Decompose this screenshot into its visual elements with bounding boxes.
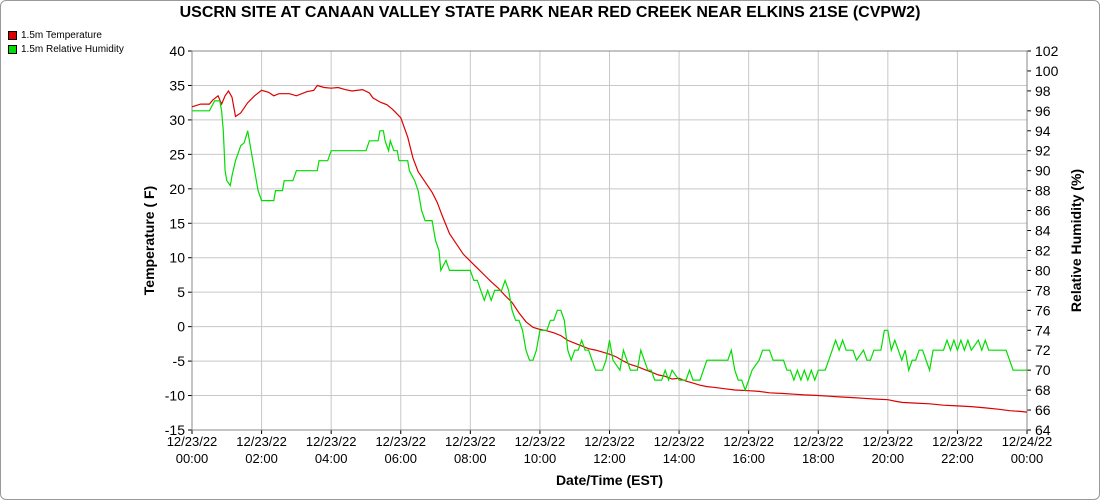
x-tick-label-time: 14:00: [663, 451, 696, 466]
y-left-tick-label: 25: [169, 146, 185, 162]
x-tick-label-time: 18:00: [802, 451, 835, 466]
legend-swatch-temperature: [8, 30, 17, 40]
y-right-tick-label: 102: [1035, 43, 1059, 59]
y-left-tick-label: 20: [169, 181, 185, 197]
x-tick-label-time: 06:00: [384, 451, 417, 466]
y-right-tick-label: 90: [1035, 163, 1051, 179]
x-tick-label-time: 04:00: [315, 451, 348, 466]
x-tick-label-date: 12/24/22: [1002, 434, 1053, 449]
y-right-tick-label: 94: [1035, 123, 1051, 139]
y-left-tick-label: 35: [169, 77, 185, 93]
y-right-tick-label: 88: [1035, 183, 1051, 199]
x-tick-label-time: 08:00: [454, 451, 487, 466]
y-left-tick-label: 30: [169, 112, 185, 128]
y-left-tick-label: -10: [165, 388, 185, 404]
x-tick-label-date: 12/23/22: [515, 434, 566, 449]
y-right-tick-label: 92: [1035, 143, 1051, 159]
y-right-tick-label: 66: [1035, 402, 1051, 418]
series-line-humidity: [192, 100, 1027, 392]
x-tick-label-date: 12/23/22: [375, 434, 426, 449]
y-left-tick-label: 15: [169, 215, 185, 231]
x-tick-label-time: 02:00: [245, 451, 278, 466]
y-left-axis-label: Temperature ( F): [141, 186, 157, 295]
legend-item-humidity: 1.5m Relative Humidity: [8, 42, 124, 56]
y-right-tick-label: 80: [1035, 262, 1051, 278]
legend-label-temperature: 1.5m Temperature: [21, 29, 102, 41]
x-tick-label-date: 12/23/22: [236, 434, 287, 449]
x-tick-label-date: 12/23/22: [863, 434, 914, 449]
x-tick-label-date: 12/23/22: [723, 434, 774, 449]
y-left-tick-label: 10: [169, 250, 185, 266]
y-left-tick-label: 5: [177, 284, 185, 300]
y-left-tick-label: -15: [165, 422, 185, 438]
x-axis-label: Date/Time (EST): [556, 472, 663, 488]
x-tick-label-time: 16:00: [732, 451, 765, 466]
x-tick-label-date: 12/23/22: [445, 434, 496, 449]
y-right-tick-label: 100: [1035, 63, 1059, 79]
y-right-tick-label: 96: [1035, 103, 1051, 119]
y-left-tick-label: -5: [173, 353, 186, 369]
y-right-tick-label: 78: [1035, 282, 1051, 298]
y-right-tick-label: 64: [1035, 422, 1051, 438]
legend: 1.5m Temperature 1.5m Relative Humidity: [8, 28, 124, 56]
x-tick-label-date: 12/23/22: [584, 434, 635, 449]
y-right-tick-label: 82: [1035, 242, 1051, 258]
x-tick-label-time: 00:00: [176, 451, 209, 466]
x-tick-label-date: 12/23/22: [306, 434, 357, 449]
x-tick-label-time: 22:00: [941, 451, 974, 466]
y-left-tick-label: 0: [177, 319, 185, 335]
y-right-axis-label: Relative Humidity (%): [1068, 169, 1084, 312]
y-right-tick-label: 76: [1035, 302, 1051, 318]
y-right-tick-label: 98: [1035, 83, 1051, 99]
legend-item-temperature: 1.5m Temperature: [8, 28, 124, 42]
y-right-tick-label: 74: [1035, 322, 1051, 338]
x-tick-label-date: 12/23/22: [654, 434, 705, 449]
y-right-tick-label: 68: [1035, 382, 1051, 398]
legend-swatch-humidity: [8, 44, 17, 54]
x-tick-label-date: 12/23/22: [932, 434, 983, 449]
plot-area: [191, 50, 1028, 431]
x-tick-label-time: 12:00: [593, 451, 626, 466]
y-right-tick-label: 86: [1035, 203, 1051, 219]
y-right-tick-label: 84: [1035, 223, 1051, 239]
x-tick-label-time: 10:00: [524, 451, 557, 466]
x-tick-label-time: 20:00: [872, 451, 905, 466]
y-right-tick-label: 70: [1035, 362, 1051, 378]
y-left-tick-label: 40: [169, 43, 185, 59]
x-tick-label-time: 00:00: [1011, 451, 1044, 466]
x-tick-label-date: 12/23/22: [167, 434, 218, 449]
series-line-temperature: [191, 84, 1028, 413]
y-right-tick-label: 72: [1035, 342, 1051, 358]
legend-label-humidity: 1.5m Relative Humidity: [21, 43, 124, 55]
x-tick-label-date: 12/23/22: [793, 434, 844, 449]
chart-title: USCRN SITE AT CANAAN VALLEY STATE PARK N…: [179, 4, 921, 21]
